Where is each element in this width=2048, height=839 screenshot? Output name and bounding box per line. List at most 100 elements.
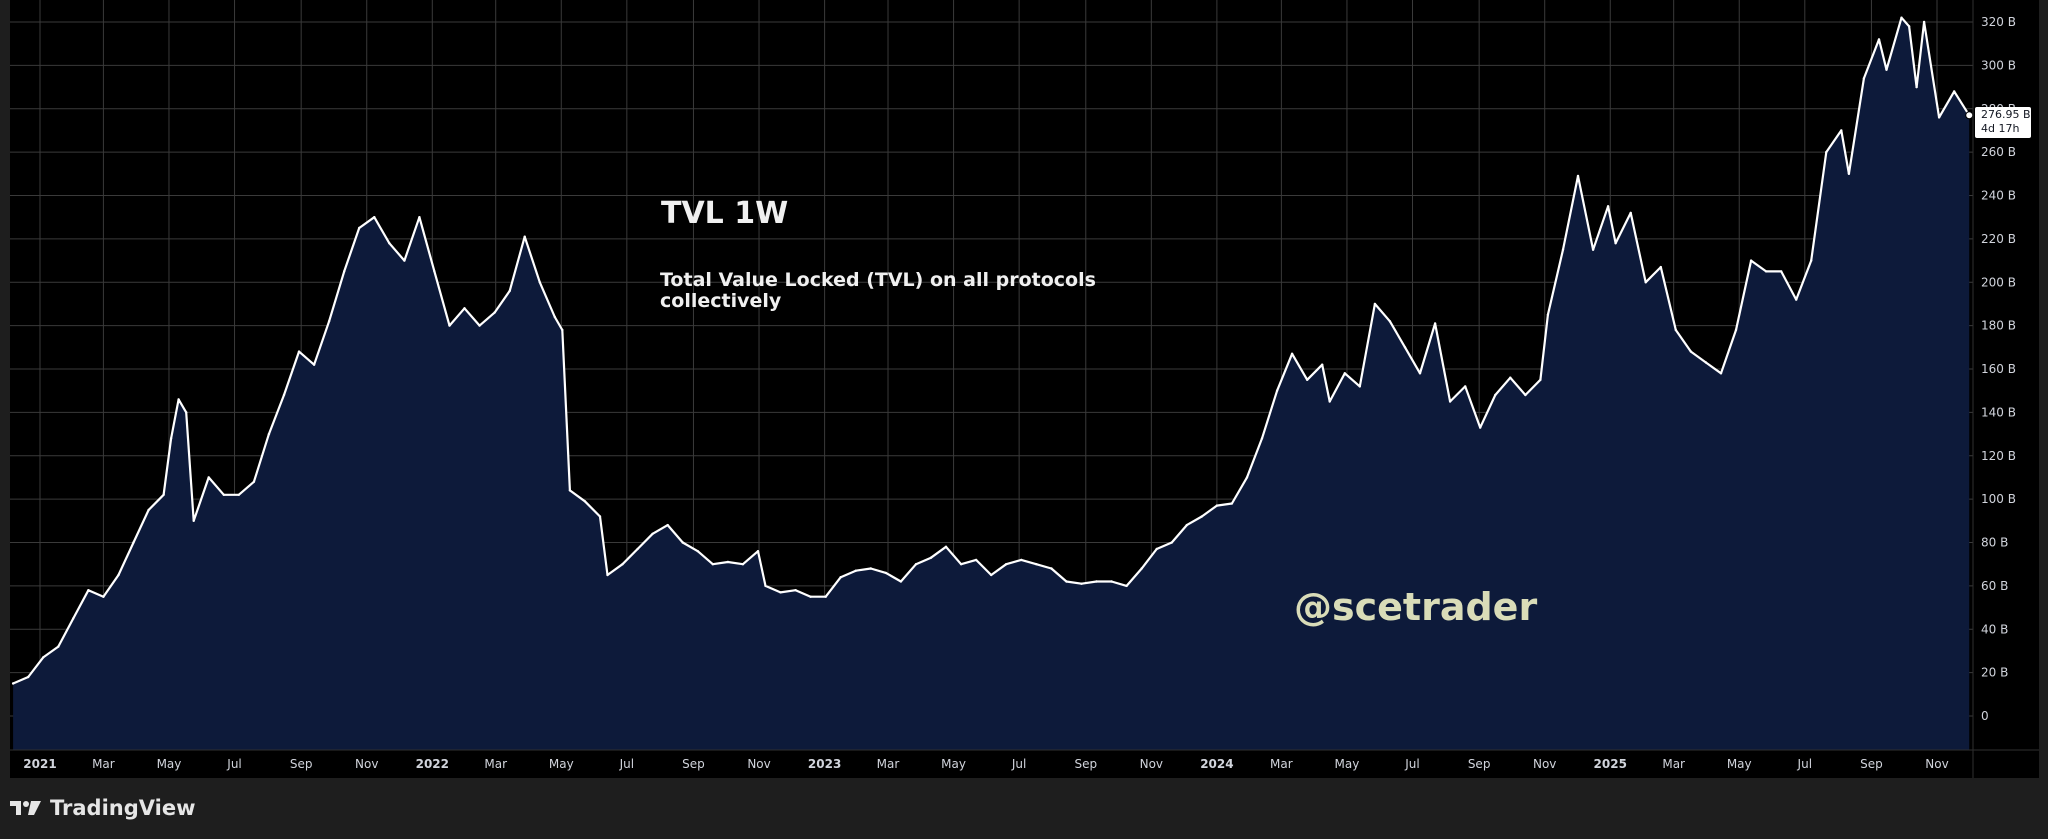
data-point[interactable]	[1764, 270, 1768, 273]
data-point[interactable]	[1110, 580, 1113, 583]
data-point[interactable]	[1125, 584, 1128, 588]
data-point[interactable]	[267, 432, 271, 436]
data-point[interactable]	[1629, 211, 1632, 215]
data-point[interactable]	[102, 595, 105, 598]
data-point[interactable]	[1749, 259, 1753, 262]
data-point[interactable]	[1275, 389, 1279, 392]
data-point[interactable]	[1900, 16, 1903, 19]
data-point[interactable]	[373, 216, 376, 219]
data-point[interactable]	[1215, 504, 1219, 507]
data-point[interactable]	[899, 580, 903, 583]
data-point[interactable]	[944, 545, 948, 548]
data-point[interactable]	[696, 550, 699, 553]
last-value-marker[interactable]	[1965, 111, 1974, 120]
data-point[interactable]	[42, 656, 45, 659]
data-point[interactable]	[508, 289, 511, 293]
data-point[interactable]	[1734, 328, 1738, 332]
data-point[interactable]	[711, 563, 714, 566]
data-point[interactable]	[493, 311, 496, 314]
data-point[interactable]	[1494, 393, 1497, 397]
data-point[interactable]	[636, 547, 639, 551]
data-point[interactable]	[1915, 85, 1918, 89]
data-point[interactable]	[914, 563, 918, 566]
data-point[interactable]	[809, 595, 812, 598]
data-point[interactable]	[794, 589, 797, 592]
data-point[interactable]	[1546, 313, 1550, 316]
data-point[interactable]	[1155, 547, 1158, 551]
data-point[interactable]	[1080, 582, 1083, 585]
data-point[interactable]	[132, 541, 135, 544]
data-point[interactable]	[282, 393, 286, 397]
data-point[interactable]	[1704, 361, 1708, 364]
data-point[interactable]	[741, 563, 745, 566]
data-point[interactable]	[990, 573, 993, 577]
data-point[interactable]	[1847, 172, 1851, 175]
data-point[interactable]	[1321, 363, 1324, 366]
data-point[interactable]	[147, 508, 150, 512]
data-point[interactable]	[1524, 393, 1527, 397]
data-point[interactable]	[1576, 174, 1580, 178]
data-point[interactable]	[1780, 270, 1783, 273]
data-point[interactable]	[27, 675, 30, 679]
data-point[interactable]	[1403, 346, 1407, 349]
data-point[interactable]	[478, 324, 481, 327]
data-point[interactable]	[343, 270, 346, 273]
data-point[interactable]	[1509, 376, 1512, 379]
data-point[interactable]	[57, 645, 60, 648]
data-point[interactable]	[1050, 567, 1053, 570]
data-point[interactable]	[756, 550, 760, 553]
data-point[interactable]	[523, 235, 526, 238]
tradingview-brand[interactable]: TradingView	[10, 795, 195, 821]
data-point[interactable]	[1840, 129, 1843, 132]
data-point[interactable]	[1343, 372, 1347, 375]
data-point[interactable]	[1260, 437, 1264, 440]
data-point[interactable]	[252, 480, 256, 483]
data-point[interactable]	[1937, 116, 1941, 119]
data-point[interactable]	[177, 398, 180, 401]
data-point[interactable]	[606, 573, 609, 577]
data-point[interactable]	[207, 476, 210, 479]
data-point[interactable]	[117, 573, 120, 577]
data-point[interactable]	[1810, 259, 1813, 262]
data-point[interactable]	[1862, 77, 1866, 80]
data-point[interactable]	[1614, 242, 1617, 245]
price-axis[interactable]: 0 20 B 40 B 60 B 80 B 100 B 120 B 140 B 160 B 180…	[1981, 15, 2016, 723]
data-point[interactable]	[1448, 400, 1452, 403]
data-point[interactable]	[1659, 265, 1663, 269]
data-point[interactable]	[185, 411, 188, 414]
data-point[interactable]	[1907, 25, 1911, 28]
data-point[interactable]	[1674, 328, 1678, 332]
data-point[interactable]	[448, 324, 451, 327]
data-point[interactable]	[418, 216, 421, 219]
data-point[interactable]	[237, 493, 240, 496]
data-point[interactable]	[1479, 426, 1482, 429]
data-point[interactable]	[651, 532, 654, 535]
data-point[interactable]	[974, 558, 978, 562]
data-point[interactable]	[884, 571, 888, 575]
data-point[interactable]	[1877, 38, 1881, 41]
data-point[interactable]	[192, 519, 195, 522]
data-point[interactable]	[1005, 563, 1008, 566]
data-point[interactable]	[1245, 476, 1249, 479]
data-point[interactable]	[1035, 563, 1038, 566]
data-point[interactable]	[598, 515, 602, 518]
data-point[interactable]	[1306, 378, 1309, 381]
data-point[interactable]	[222, 493, 225, 496]
data-point[interactable]	[388, 242, 391, 245]
data-point[interactable]	[1095, 580, 1098, 583]
data-point[interactable]	[1433, 322, 1437, 325]
data-point[interactable]	[779, 591, 782, 594]
data-point[interactable]	[1539, 378, 1542, 381]
time-axis[interactable]: 2021 Mar May Jul Sep Nov 2022 Mar May Jul Sep Nov 20…	[23, 757, 1948, 771]
data-point[interactable]	[568, 489, 572, 492]
data-point[interactable]	[1020, 558, 1023, 562]
data-point[interactable]	[561, 328, 564, 332]
data-point[interactable]	[1140, 567, 1143, 570]
data-point[interactable]	[327, 320, 331, 323]
data-point[interactable]	[1328, 400, 1331, 403]
data-point[interactable]	[1230, 502, 1234, 505]
data-point[interactable]	[1885, 68, 1888, 71]
data-point[interactable]	[553, 315, 556, 319]
data-point[interactable]	[1953, 90, 1956, 93]
